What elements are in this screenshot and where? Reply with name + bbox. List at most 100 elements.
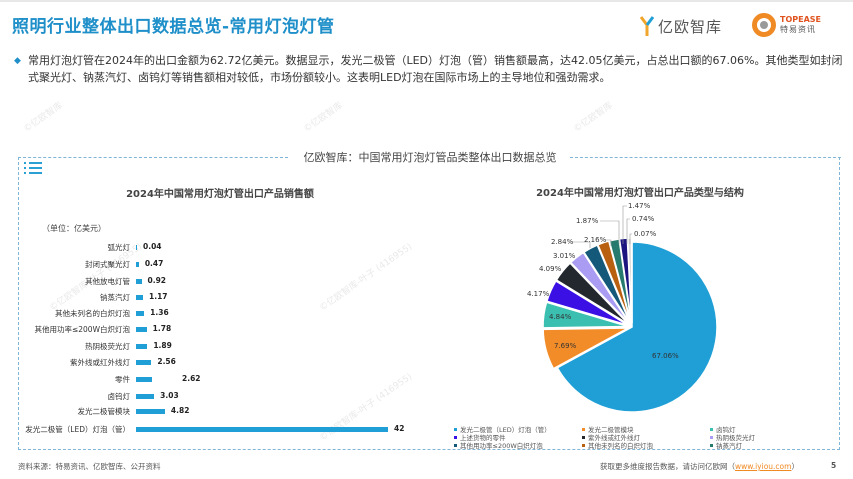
panel-border-top-right	[570, 157, 841, 158]
pie-value-label: 4.84%	[549, 313, 572, 321]
pie-value-label: 3.01%	[553, 252, 576, 260]
pie-chart-title: 2024年中国常用灯泡灯管出口产品类型与结构	[536, 188, 744, 199]
pie-value-label: 4.17%	[527, 290, 550, 298]
pie-value-label: 67.06%	[652, 352, 679, 360]
legend-label: 热阴极荧光灯	[716, 434, 755, 442]
legend-item: 紫外线或红外线灯	[582, 432, 640, 442]
bar-category-label: 发光二极管（LED）灯泡（管）	[25, 425, 130, 434]
bar-value-label: 1.78	[152, 324, 172, 333]
iyiou-link[interactable]: www.iyiou.com	[735, 462, 792, 471]
panel-title: 亿欧智库：中国常用灯泡灯管品类整体出口数据总览	[303, 151, 557, 164]
bar-category-label: 零件	[115, 375, 130, 384]
watermark: ©亿欧智库	[302, 100, 345, 135]
legend-label: 钠蒸汽灯	[716, 442, 742, 450]
legend-swatch	[710, 443, 713, 447]
topease-logo: TOPEASE 特易资讯	[752, 13, 821, 37]
bar-category-label: 发光二极管模块	[77, 407, 131, 416]
legend-swatch	[582, 435, 585, 439]
watermark: ©亿欧智库	[22, 100, 65, 135]
bar	[136, 311, 145, 316]
bar	[136, 394, 155, 399]
panel-border-top-left	[18, 157, 288, 158]
yiou-y-icon	[640, 16, 654, 36]
list-icon	[24, 162, 42, 176]
legend-swatch	[454, 427, 457, 431]
pie-value-label: 0.74%	[632, 215, 655, 223]
pie-value-label: 1.87%	[576, 217, 599, 225]
topease-logo-cn: 特易资讯	[780, 25, 816, 34]
bar	[136, 377, 152, 382]
legend-swatch	[710, 435, 713, 439]
bar-category-label: 其他用功率≤200W白炽灯泡	[34, 325, 130, 334]
bar	[136, 295, 144, 300]
legend-swatch	[582, 443, 585, 447]
chart-panel	[18, 157, 840, 450]
bar-value-label: 0.04	[143, 242, 162, 251]
topease-ring-icon	[752, 13, 776, 37]
legend-item: 卤钨灯	[710, 424, 736, 434]
bar	[136, 245, 137, 250]
page-number: 5	[831, 461, 837, 470]
bar-category-label: 卤钨灯	[107, 392, 131, 401]
footer-more-info: 获取更多维度报告数据，请访问亿欧网（www.iyiou.com）	[600, 461, 799, 472]
bar-value-label: 2.62	[182, 374, 201, 383]
bar-value-label: 42	[394, 424, 405, 433]
bar-value-label: 2.56	[157, 357, 176, 366]
legend-label: 发光二极管（LED）灯泡（管）	[460, 426, 551, 434]
source-note: 资料来源：特易资讯、亿欧智库、公开资料	[18, 462, 161, 471]
legend-label: 卤钨灯	[716, 426, 736, 434]
legend-swatch	[582, 427, 585, 431]
bar-category-label: 其他未列名的白炽灯泡	[55, 309, 130, 318]
bar-value-label: 1.17	[149, 292, 168, 301]
legend-swatch	[454, 435, 457, 439]
legend-item: 发光二极管模块	[582, 424, 634, 434]
bar-chart-unit: （单位：亿美元）	[42, 224, 106, 233]
legend-item: 其他未列名的白炽灯泡	[582, 440, 653, 450]
bar-value-label: 0.92	[147, 276, 167, 285]
bar	[136, 344, 148, 349]
pie-value-label: 7.69%	[554, 342, 577, 350]
legend-item: 上述货物的零件	[454, 432, 506, 442]
legend-item: 钠蒸汽灯	[710, 440, 742, 450]
bar-value-label: 4.82	[170, 406, 190, 415]
bar-category-label: 封闭式聚光灯	[85, 260, 130, 269]
bar-category-label: 热阴极荧光灯	[85, 342, 130, 351]
footer-close-paren: ）	[791, 462, 799, 471]
footer-more-text: 获取更多维度报告数据，请访问亿欧网（	[600, 462, 735, 471]
legend-swatch	[454, 443, 457, 447]
pie-value-label: 2.84%	[551, 238, 574, 246]
legend-label: 其他用功率≤200W白炽灯泡	[460, 442, 543, 450]
bar-category-label: 钠蒸汽灯	[100, 293, 130, 302]
pie-value-label: 1.47%	[628, 202, 651, 210]
diamond-bullet-icon: ◆	[14, 56, 21, 66]
summary-text: 常用灯泡灯管在2024年的出口金额为62.72亿美元。数据显示，发光二极管（LE…	[28, 54, 843, 84]
legend-item: 其他用功率≤200W白炽灯泡	[454, 440, 543, 450]
bar	[136, 262, 139, 267]
legend-item: 热阴极荧光灯	[710, 432, 755, 442]
bar-value-label: 0.47	[144, 259, 164, 268]
legend-item: 发光二极管（LED）灯泡（管）	[454, 424, 551, 434]
topease-logo-en: TOPEASE	[780, 15, 822, 24]
bar	[136, 427, 388, 432]
bar-value-label: 1.36	[150, 308, 169, 317]
bar	[136, 409, 165, 414]
bar	[136, 279, 142, 284]
legend-label: 紫外线或红外线灯	[588, 434, 640, 442]
top-border	[0, 0, 853, 2]
page-title: 照明行业整体出口数据总览-常用灯泡灯管	[12, 17, 335, 37]
bar	[136, 327, 147, 332]
bar	[136, 360, 152, 365]
legend-label: 上述货物的零件	[460, 434, 506, 442]
bar-category-label: 其他放电灯管	[85, 277, 130, 286]
watermark: ©亿欧智库	[572, 100, 615, 135]
legend-label: 发光二极管模块	[588, 426, 634, 434]
yiou-logo-text: 亿欧智库	[658, 17, 723, 36]
bar-value-label: 1.89	[153, 341, 172, 350]
pie-value-label: 2.16%	[584, 236, 607, 244]
bar-category-label: 弧光灯	[107, 243, 131, 252]
pie-value-label: 4.09%	[539, 265, 562, 273]
legend-swatch	[710, 427, 713, 431]
bar-chart-title: 2024年中国常用灯泡灯管出口产品销售额	[126, 189, 314, 200]
pie-value-label: 0.07%	[634, 230, 657, 238]
yiou-logo: 亿欧智库	[640, 15, 722, 37]
